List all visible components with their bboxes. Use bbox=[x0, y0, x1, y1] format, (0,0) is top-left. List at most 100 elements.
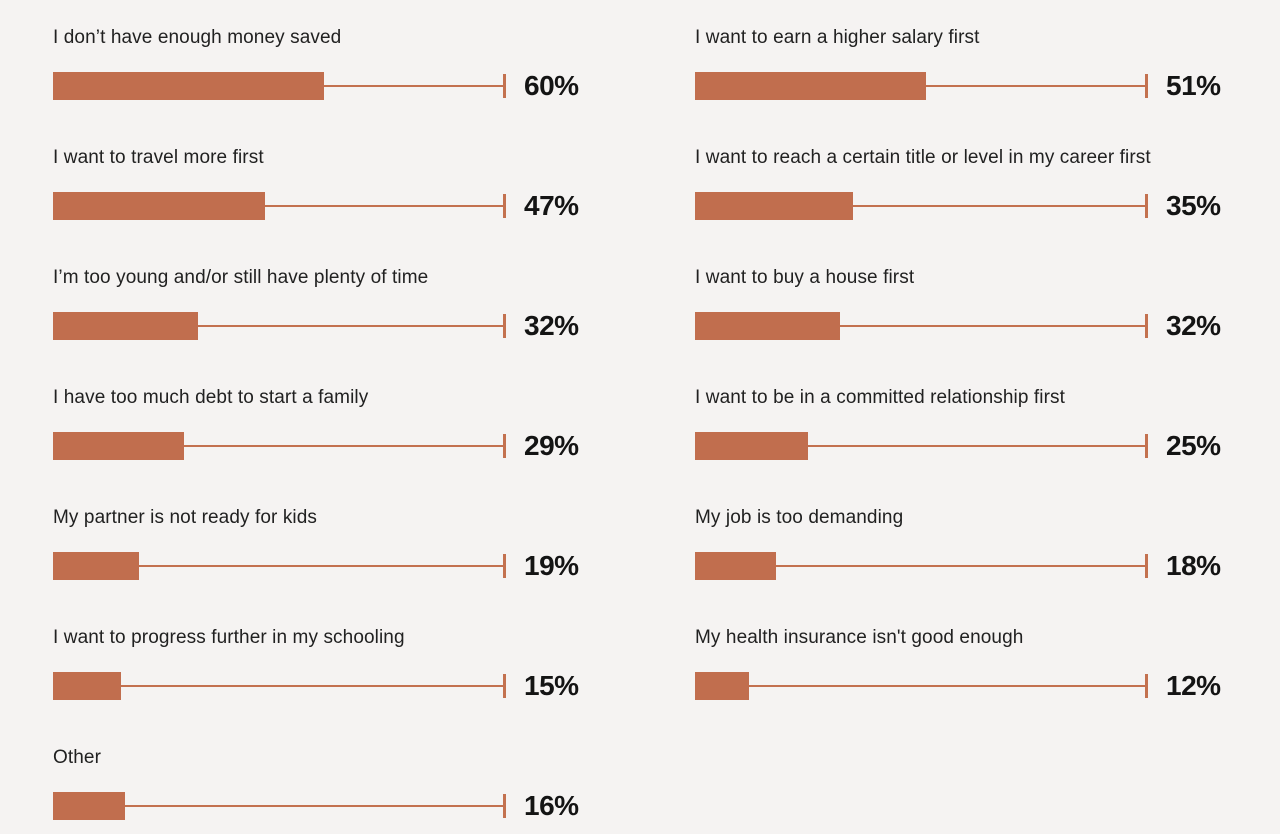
bar-value: 15% bbox=[524, 670, 579, 701]
bar-end-tick bbox=[1145, 554, 1148, 578]
bar-value: 35% bbox=[1166, 190, 1221, 221]
bar-row: 19% bbox=[53, 550, 587, 582]
bar-value: 16% bbox=[524, 790, 579, 821]
chart-row: My job is too demanding 18% bbox=[695, 506, 1229, 582]
bar-value: 19% bbox=[524, 550, 579, 581]
bar-track bbox=[53, 432, 506, 460]
bar-baseline bbox=[695, 445, 1147, 447]
bar-row: 51% bbox=[695, 70, 1229, 102]
bar-label: I want to earn a higher salary first bbox=[695, 27, 980, 48]
bar-row: 29% bbox=[53, 430, 587, 462]
chart-row: I want to reach a certain title or level… bbox=[695, 146, 1229, 222]
bar-end-tick bbox=[503, 314, 506, 338]
bar-fill bbox=[695, 552, 777, 580]
chart-row: My partner is not ready for kids 19% bbox=[53, 506, 587, 582]
bar-label: My partner is not ready for kids bbox=[53, 507, 318, 528]
bar-end-tick bbox=[503, 554, 506, 578]
bar-label: Other bbox=[53, 747, 102, 768]
chart-row: I’m too young and/or still have plenty o… bbox=[53, 266, 587, 342]
bar-fill bbox=[53, 72, 325, 100]
bar-value: 29% bbox=[524, 430, 579, 461]
bar-value: 25% bbox=[1166, 430, 1221, 461]
bar-end-tick bbox=[503, 674, 506, 698]
bar-end-tick bbox=[1145, 434, 1148, 458]
chart-row: I have too much debt to start a family 2… bbox=[53, 386, 587, 462]
bar-track bbox=[53, 192, 506, 220]
bar-label: I don’t have enough money saved bbox=[53, 27, 342, 48]
bar-fill bbox=[695, 312, 840, 340]
bar-end-tick bbox=[1145, 674, 1148, 698]
bar-value: 51% bbox=[1166, 70, 1221, 101]
bar-fill bbox=[695, 72, 926, 100]
chart-row: I want to be in a committed relationship… bbox=[695, 386, 1229, 462]
bar-fill bbox=[53, 792, 126, 820]
bar-track bbox=[695, 72, 1148, 100]
bar-fill bbox=[53, 672, 121, 700]
bar-track bbox=[53, 552, 506, 580]
bar-label: My health insurance isn't good enough bbox=[695, 627, 1024, 648]
bar-fill bbox=[695, 432, 808, 460]
bar-row: 32% bbox=[695, 310, 1229, 342]
bar-row: 32% bbox=[53, 310, 587, 342]
bar-value: 32% bbox=[1166, 310, 1221, 341]
bar-label: I have too much debt to start a family bbox=[53, 387, 369, 408]
bar-track bbox=[53, 672, 506, 700]
chart-row: I want to travel more first 47% bbox=[53, 146, 587, 222]
chart-column-left: I don’t have enough money saved 60% I wa… bbox=[53, 26, 587, 822]
bar-end-tick bbox=[503, 74, 506, 98]
bar-baseline bbox=[53, 445, 505, 447]
bar-end-tick bbox=[1145, 314, 1148, 338]
bar-baseline bbox=[695, 205, 1147, 207]
bar-end-tick bbox=[1145, 194, 1148, 218]
bar-row: 18% bbox=[695, 550, 1229, 582]
bar-track bbox=[695, 192, 1148, 220]
bar-row: 35% bbox=[695, 190, 1229, 222]
bar-label: I’m too young and/or still have plenty o… bbox=[53, 267, 429, 288]
bar-baseline bbox=[695, 565, 1147, 567]
bar-label: I want to be in a committed relationship… bbox=[695, 387, 1065, 408]
bar-row: 15% bbox=[53, 670, 587, 702]
chart-row: My health insurance isn't good enough 12… bbox=[695, 626, 1229, 702]
chart-column-right: I want to earn a higher salary first 51%… bbox=[695, 26, 1229, 822]
bar-fill bbox=[53, 192, 266, 220]
bar-fill bbox=[53, 432, 185, 460]
bar-track bbox=[695, 312, 1148, 340]
bar-label: I want to reach a certain title or level… bbox=[695, 147, 1151, 168]
bar-track bbox=[53, 792, 506, 820]
bar-row: 12% bbox=[695, 670, 1229, 702]
bar-baseline bbox=[53, 325, 505, 327]
bar-row: 47% bbox=[53, 190, 587, 222]
bar-value: 18% bbox=[1166, 550, 1221, 581]
bar-fill bbox=[53, 552, 139, 580]
bar-baseline bbox=[53, 805, 505, 807]
bar-value: 32% bbox=[524, 310, 579, 341]
bar-fill bbox=[695, 192, 854, 220]
chart-row: I want to earn a higher salary first 51% bbox=[695, 26, 1229, 102]
bar-baseline bbox=[695, 325, 1147, 327]
bar-label: I want to travel more first bbox=[53, 147, 264, 168]
bar-baseline bbox=[695, 685, 1147, 687]
chart-row: I want to progress further in my schooli… bbox=[53, 626, 587, 702]
chart-row: Other 16% bbox=[53, 746, 587, 822]
bar-end-tick bbox=[503, 794, 506, 818]
chart-row: I want to buy a house first 32% bbox=[695, 266, 1229, 342]
bar-baseline bbox=[53, 685, 505, 687]
bar-end-tick bbox=[503, 434, 506, 458]
bar-track bbox=[695, 552, 1148, 580]
bar-track bbox=[695, 672, 1148, 700]
bar-fill bbox=[53, 312, 198, 340]
bar-track bbox=[53, 312, 506, 340]
bar-label: My job is too demanding bbox=[695, 507, 904, 528]
bar-baseline bbox=[53, 565, 505, 567]
bar-baseline bbox=[53, 205, 505, 207]
bar-end-tick bbox=[1145, 74, 1148, 98]
bar-label: I want to buy a house first bbox=[695, 267, 915, 288]
bar-fill bbox=[695, 672, 750, 700]
bar-row: 25% bbox=[695, 430, 1229, 462]
bar-row: 16% bbox=[53, 790, 587, 822]
bar-label: I want to progress further in my schooli… bbox=[53, 627, 405, 648]
bar-value: 60% bbox=[524, 70, 579, 101]
bar-track bbox=[695, 432, 1148, 460]
bar-track bbox=[53, 72, 506, 100]
